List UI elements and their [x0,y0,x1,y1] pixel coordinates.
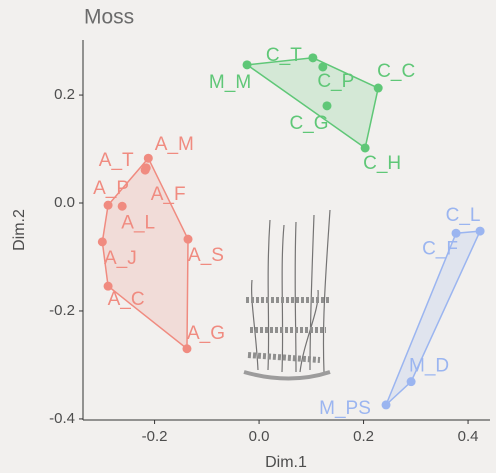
point [98,237,107,246]
y-axis-title: Dim.2 [11,209,28,251]
y-tick-label: 0.0 [54,194,75,211]
point-label: C_H [363,153,401,174]
point [382,400,391,409]
x-axis-title: Dim.1 [265,454,307,471]
point [452,229,461,238]
hull [247,58,378,148]
x-tick-label: 0.2 [353,428,374,445]
point [104,201,113,210]
point [374,84,383,93]
point-label: C_T [266,45,302,66]
point [118,202,127,211]
point [322,101,331,110]
y-tick-label: -0.2 [49,302,75,319]
moss-illustration [244,210,330,379]
point-label: M_M [209,72,251,93]
x-tick-label: 0.0 [249,428,270,445]
chart-title: Moss [84,6,134,29]
point-label: C_P [317,71,354,92]
point-label: A_M [155,134,194,155]
point-label: A_S [188,245,224,266]
x-tick-label: -0.2 [142,428,168,445]
point [144,154,153,163]
point-label: A_L [121,212,155,233]
point-label: C_G [289,113,328,134]
point [141,166,150,175]
point-label: A_G [187,323,225,344]
point [476,227,485,236]
point [182,344,191,353]
point-label: A_P [93,178,129,199]
point [243,60,252,69]
point-label: A_J [104,248,137,269]
point [407,377,416,386]
point-label: A_C [108,289,145,310]
point-label: A_F [151,184,186,205]
point-label: M_PS [319,398,371,419]
point-label: C_F [422,238,458,259]
point [361,143,370,152]
point-label: C_L [446,205,481,226]
point-label: A_T [99,150,134,171]
point [184,235,193,244]
point [308,53,317,62]
chart: Moss Dim.1 Dim.2 -0.2 0.0 0.2 0.4 -0.4 -0.2 0.… [0,0,496,473]
point-label: C_C [377,61,415,82]
y-tick-label: 0.2 [54,86,75,103]
x-tick-label: 0.4 [458,428,479,445]
y-tick-label: -0.4 [49,410,75,427]
point-label: M_D [409,356,449,377]
